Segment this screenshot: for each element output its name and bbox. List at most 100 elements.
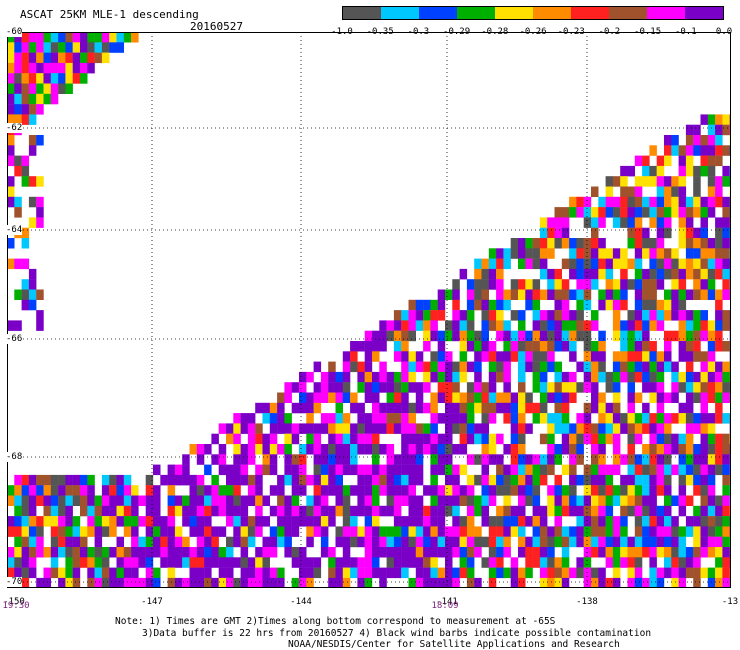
swath-cell (554, 526, 562, 537)
swath-cell (525, 516, 533, 527)
swath-cell (503, 351, 511, 362)
swath-cell (153, 567, 161, 579)
swath-cell (649, 413, 657, 424)
swath-cell (627, 165, 635, 177)
swath-cell (722, 371, 730, 383)
swath-cell (43, 516, 51, 527)
swath-cell (350, 505, 358, 517)
swath-cell (518, 485, 526, 496)
swath-cell (21, 114, 30, 125)
swath-cell (678, 495, 687, 506)
swath-cell (218, 485, 227, 496)
swath-cell (474, 402, 482, 414)
swath-cell (401, 413, 409, 424)
swath-cell (459, 536, 468, 548)
swath-cell (569, 567, 577, 579)
swath-cell (693, 279, 701, 290)
swath-cell (182, 464, 190, 476)
swath-cell (539, 392, 548, 403)
swath-cell (569, 258, 577, 270)
swath-cell (284, 516, 292, 527)
swath-cell (700, 227, 708, 239)
swath-cell (722, 433, 730, 445)
swath-cell (693, 196, 701, 208)
swath-cell (7, 52, 15, 64)
swath-cell (189, 474, 197, 486)
swath-cell (284, 433, 292, 445)
swath-cell (109, 577, 117, 588)
swath-cell (598, 423, 606, 434)
swath-cell (174, 474, 183, 486)
swath-cell (707, 124, 716, 136)
swath-cell (160, 516, 168, 527)
swath-cell (72, 547, 81, 558)
swath-cell (58, 536, 66, 548)
swath-cell (605, 526, 614, 537)
swath-cell (554, 341, 562, 352)
swath-cell (583, 361, 592, 373)
swath-cell (320, 392, 329, 403)
colorbar-segment (419, 7, 457, 19)
swath-cell (415, 433, 424, 445)
swath-cell (693, 536, 701, 548)
swath-cell (58, 495, 66, 506)
swath-cell (21, 299, 30, 311)
swath-cell (605, 402, 614, 414)
swath-cell (510, 423, 519, 434)
swath-cell (116, 485, 124, 496)
swath-cell (379, 382, 387, 393)
swath-cell (693, 268, 701, 280)
swath-cell (481, 258, 489, 270)
swath-cell (620, 299, 628, 311)
swath-cell (299, 567, 307, 579)
swath-cell (430, 310, 438, 321)
swath-cell (342, 464, 351, 476)
swath-cell (510, 310, 519, 321)
swath-cell (664, 413, 672, 424)
swath-cell (649, 165, 657, 177)
swath-cell (445, 392, 453, 403)
swath-cell (28, 62, 37, 74)
swath-cell (277, 413, 285, 424)
swath-cell (532, 454, 541, 465)
swath-cell (503, 516, 511, 527)
swath-cell (306, 371, 314, 383)
swath-cell (80, 62, 88, 74)
swath-cell (539, 382, 548, 393)
swath-cell (364, 516, 373, 527)
swath-cell (525, 536, 533, 548)
swath-cell (715, 526, 723, 537)
swath-cell (466, 536, 475, 548)
swath-cell (291, 423, 300, 434)
swath-cell (488, 402, 497, 414)
swath-cell (715, 268, 723, 280)
swath-cell (415, 310, 424, 321)
swath-cell (539, 268, 548, 280)
swath-cell (218, 505, 227, 517)
swath-cell (14, 52, 22, 64)
swath-cell (715, 248, 723, 259)
swath-cell (510, 577, 519, 588)
swath-cell (36, 577, 44, 588)
swath-cell (335, 464, 343, 476)
swath-cell (678, 474, 687, 486)
swath-cell (634, 577, 643, 588)
swath-cell (612, 433, 621, 445)
swath-cell (299, 474, 307, 486)
swath-cell (547, 320, 555, 331)
swath-cell (226, 516, 234, 527)
swath-cell (14, 536, 22, 548)
swath-cell (401, 361, 409, 373)
swath-cell (211, 505, 219, 517)
swath-cell (445, 485, 453, 496)
swath-cell (627, 454, 635, 465)
swath-cell (284, 392, 292, 403)
swath-cell (605, 289, 614, 300)
swath-cell (342, 371, 351, 383)
swath-cell (167, 505, 176, 517)
swath-cell (722, 258, 730, 270)
swath-cell (656, 505, 665, 517)
swath-cell (233, 423, 241, 434)
swath-cell (262, 413, 270, 424)
swath-cell (569, 433, 577, 445)
